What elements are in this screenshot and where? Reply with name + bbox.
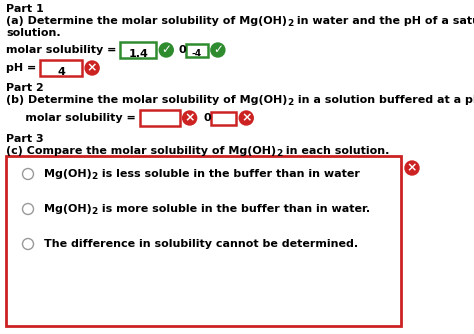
Bar <box>211 112 236 125</box>
Text: ×: × <box>87 61 97 74</box>
Circle shape <box>22 238 34 249</box>
Text: ×: × <box>407 162 417 174</box>
Text: is less soluble in the buffer than in water: is less soluble in the buffer than in wa… <box>98 169 360 179</box>
Circle shape <box>239 111 253 125</box>
Text: 2: 2 <box>287 98 293 107</box>
Text: Part 1: Part 1 <box>6 4 44 14</box>
Bar <box>6 156 401 326</box>
Text: Part 2: Part 2 <box>6 83 44 93</box>
Bar <box>186 44 208 57</box>
Text: pH =: pH = <box>6 63 40 73</box>
Text: in water and the pH of a saturated Mg(OH): in water and the pH of a saturated Mg(OH… <box>293 16 474 26</box>
Circle shape <box>22 168 34 179</box>
Text: Mg(OH): Mg(OH) <box>44 169 92 179</box>
Circle shape <box>405 161 419 175</box>
Text: (b) Determine the molar solubility of Mg(OH): (b) Determine the molar solubility of Mg… <box>6 95 287 105</box>
Text: 0: 0 <box>204 113 211 123</box>
Text: 1.4: 1.4 <box>128 49 148 59</box>
Text: 2: 2 <box>92 207 98 216</box>
Circle shape <box>159 43 173 57</box>
Text: is more soluble in the buffer than in water.: is more soluble in the buffer than in wa… <box>98 204 370 214</box>
Text: 0: 0 <box>178 45 186 55</box>
Circle shape <box>182 111 197 125</box>
Text: ✓: ✓ <box>213 43 223 56</box>
Text: Mg(OH): Mg(OH) <box>44 204 92 214</box>
Text: -4: -4 <box>192 49 202 58</box>
Text: Part 3: Part 3 <box>6 134 44 144</box>
Text: ×: × <box>184 112 195 125</box>
Text: molar solubility =: molar solubility = <box>6 45 120 55</box>
Text: 2: 2 <box>287 19 293 28</box>
Text: in a solution buffered at a pH of 8.: in a solution buffered at a pH of 8. <box>293 95 474 105</box>
Bar <box>140 110 180 126</box>
Text: The difference in solubility cannot be determined.: The difference in solubility cannot be d… <box>44 239 358 249</box>
Text: ×: × <box>241 112 252 125</box>
Circle shape <box>85 61 99 75</box>
Circle shape <box>22 203 34 214</box>
Text: 2: 2 <box>92 172 98 181</box>
Text: in each solution.: in each solution. <box>283 146 390 156</box>
Text: (c) Compare the molar solubility of Mg(OH): (c) Compare the molar solubility of Mg(O… <box>6 146 276 156</box>
Text: molar solubility =: molar solubility = <box>6 113 140 123</box>
Bar <box>120 42 156 58</box>
Text: (a) Determine the molar solubility of Mg(OH): (a) Determine the molar solubility of Mg… <box>6 16 287 26</box>
Circle shape <box>211 43 225 57</box>
Text: 4: 4 <box>57 67 65 77</box>
Text: ✓: ✓ <box>161 43 171 56</box>
Text: solution.: solution. <box>6 28 61 38</box>
Text: 2: 2 <box>276 149 283 158</box>
Bar <box>40 60 82 76</box>
